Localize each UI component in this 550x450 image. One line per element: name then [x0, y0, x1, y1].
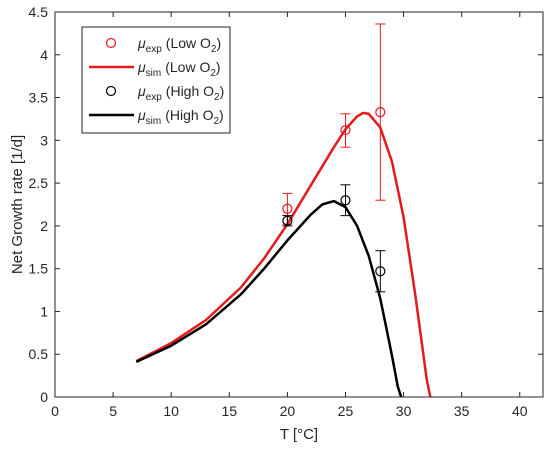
legend-marker-swatch [105, 85, 117, 97]
x-tick-label: 20 [280, 403, 296, 419]
y-tick-label: 1.5 [29, 261, 49, 277]
y-tick-label: 0 [40, 389, 48, 405]
y-tick-label: 3 [40, 132, 48, 148]
y-tick-label: 4.5 [29, 4, 49, 20]
x-tick-label: 25 [338, 403, 354, 419]
legend-condition: (Low O [166, 35, 211, 51]
legend-symbol: μ [137, 35, 146, 51]
y-tick-label: 4 [40, 47, 48, 63]
y-tick-label: 3.5 [29, 90, 49, 106]
plot-frame [54, 11, 544, 398]
data-point-2-0 [282, 215, 293, 226]
x-tick-label: 15 [221, 403, 237, 419]
legend-o2-subscript: 2 [210, 68, 216, 79]
legend-o2-subscript: 2 [214, 92, 220, 103]
legend-symbol: μ [137, 83, 146, 99]
legend-close-paren: ) [220, 83, 225, 99]
legend-close-paren: ) [219, 107, 224, 123]
legend-close-paren: ) [216, 35, 221, 51]
y-tick-label: 1 [40, 303, 48, 319]
legend-condition: (Low O [165, 59, 210, 75]
plot-area [135, 23, 432, 397]
y-axis-label: Net Growth rate [1/d] [9, 135, 26, 274]
x-tick-label: 5 [109, 403, 117, 419]
x-tick-label: 30 [396, 403, 412, 419]
legend-subscript: sim [146, 68, 162, 79]
data-point-2-1 [340, 195, 351, 206]
y-tick-label: 2 [40, 218, 48, 234]
legend-symbol: μ [137, 59, 146, 75]
legend-entry-label: μsim (Low O2) [137, 59, 221, 79]
plot-content [135, 23, 432, 397]
legend-entry-label: μexp (Low O2) [137, 35, 221, 55]
legend: μexp (Low O2)μsim (Low O2)μexp (High O2)μsi… [81, 26, 231, 134]
legend-close-paren: ) [216, 59, 221, 75]
x-tick-label: 35 [454, 403, 470, 419]
y-tick-label: 2.5 [29, 175, 49, 191]
x-axis-label: T [°C] [280, 426, 318, 443]
ticks: 0 5 10 15 20 25 30 35 40 0 0.5 1 1.5 2 2.5 3 3.5 4 4.5 [29, 4, 543, 419]
legend-condition: (High O [166, 83, 214, 99]
legend-symbol: μ [137, 107, 146, 123]
data-point-0-0 [282, 203, 293, 214]
x-tick-label: 10 [163, 403, 179, 419]
x-tick-label: 0 [51, 403, 59, 419]
legend-condition: (High O [165, 107, 213, 123]
data-point-0-1 [340, 124, 351, 136]
legend-o2-subscript: 2 [211, 44, 217, 55]
legend-subscript: exp [146, 92, 163, 103]
legend-o2-subscript: 2 [213, 116, 219, 127]
y-tick-label: 0.5 [29, 346, 49, 362]
legend-subscript: exp [146, 44, 163, 55]
series-line-3 [135, 199, 403, 397]
legend-entry-label: μexp (High O2) [137, 83, 224, 103]
x-tick-label: 40 [512, 403, 528, 419]
data-point-0-2 [375, 106, 386, 118]
legend-subscript: sim [146, 116, 162, 127]
legend-marker-swatch [105, 37, 117, 49]
data-point-2-2 [375, 266, 386, 277]
legend-entry-label: μsim (High O2) [137, 107, 224, 127]
series-line-1 [135, 111, 432, 397]
